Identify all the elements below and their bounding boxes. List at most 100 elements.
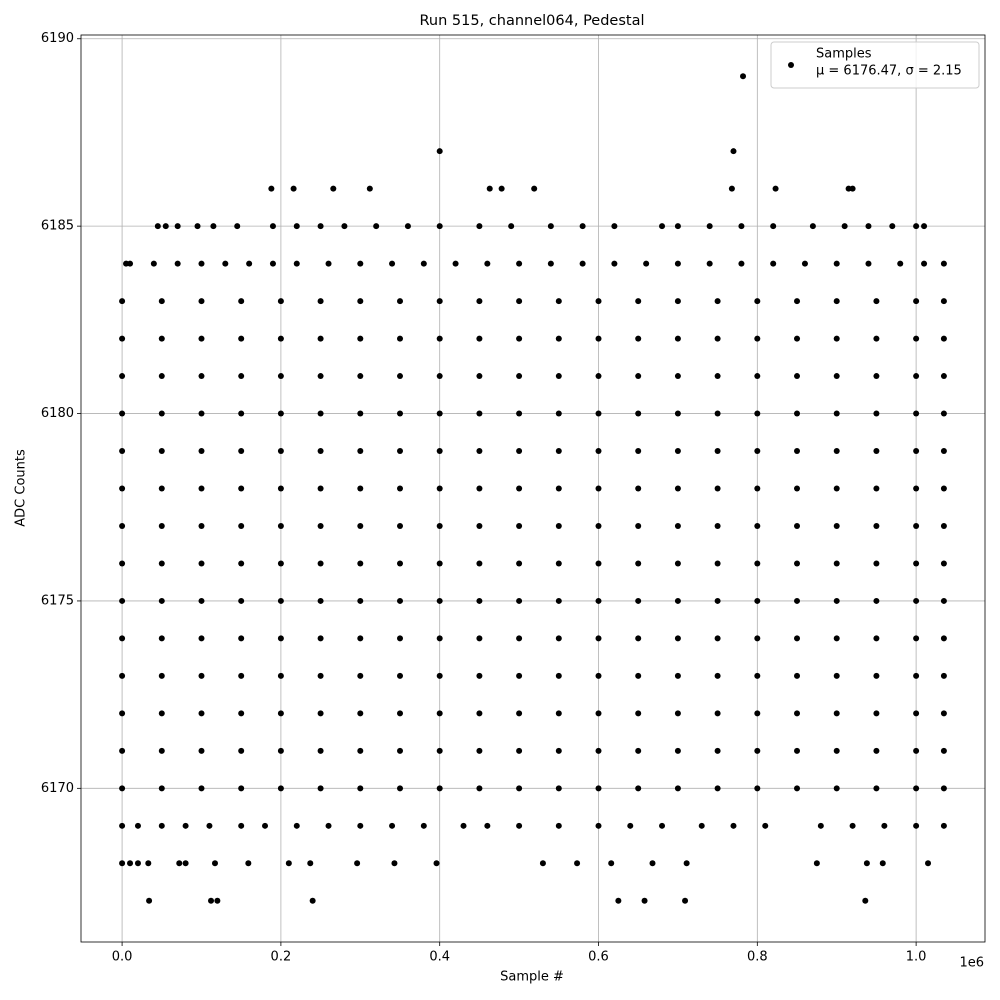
point (595, 485, 602, 492)
point (198, 410, 205, 417)
point (277, 672, 284, 679)
point (317, 485, 324, 492)
point (516, 373, 523, 380)
point (516, 485, 523, 492)
point (833, 335, 840, 342)
point (635, 560, 642, 567)
point (277, 560, 284, 567)
point (198, 597, 205, 604)
point (277, 485, 284, 492)
point (809, 223, 816, 230)
point (754, 747, 761, 754)
legend-label: Samples (816, 47, 872, 62)
point (754, 298, 761, 305)
plot-frame (80, 34, 986, 943)
point (730, 822, 737, 829)
point (714, 335, 721, 342)
point (940, 822, 947, 829)
point (330, 185, 337, 192)
point (262, 822, 269, 829)
point (182, 860, 189, 867)
point (574, 860, 581, 867)
point (516, 335, 523, 342)
chart-title: Run 515, channel064, Pedestal (419, 13, 644, 29)
point (913, 522, 920, 529)
point (498, 185, 505, 192)
point (317, 710, 324, 717)
point (198, 672, 205, 679)
point (913, 485, 920, 492)
point (940, 747, 947, 754)
point (754, 410, 761, 417)
point (674, 223, 681, 230)
point (873, 373, 880, 380)
point (674, 672, 681, 679)
point (397, 785, 404, 792)
point (897, 260, 904, 267)
point (754, 635, 761, 642)
point (158, 635, 165, 642)
point (674, 747, 681, 754)
point (595, 635, 602, 642)
point (547, 223, 554, 230)
point (357, 522, 364, 529)
point (879, 860, 886, 867)
point (555, 448, 562, 455)
point (119, 410, 126, 417)
point (873, 747, 880, 754)
point (698, 822, 705, 829)
point (940, 785, 947, 792)
point (198, 560, 205, 567)
point (119, 785, 126, 792)
point (277, 298, 284, 305)
point (674, 335, 681, 342)
point (714, 710, 721, 717)
point (309, 897, 316, 904)
point (317, 373, 324, 380)
point (119, 298, 126, 305)
point (595, 672, 602, 679)
point (436, 485, 443, 492)
point (635, 747, 642, 754)
point (714, 560, 721, 567)
point (476, 672, 483, 679)
point (714, 672, 721, 679)
point (516, 710, 523, 717)
point (174, 260, 181, 267)
point (940, 448, 947, 455)
point (643, 260, 650, 267)
point (849, 185, 856, 192)
point (754, 448, 761, 455)
point (476, 597, 483, 604)
point (555, 822, 562, 829)
point (794, 298, 801, 305)
point (436, 448, 443, 455)
point (873, 410, 880, 417)
point (389, 822, 396, 829)
point (357, 597, 364, 604)
point (579, 223, 586, 230)
point (508, 223, 515, 230)
point (516, 560, 523, 567)
point (476, 335, 483, 342)
point (714, 448, 721, 455)
point (119, 710, 126, 717)
point (238, 597, 245, 604)
point (714, 522, 721, 529)
point (674, 410, 681, 417)
point (770, 223, 777, 230)
point (555, 672, 562, 679)
point (357, 260, 364, 267)
point (238, 747, 245, 754)
point (238, 710, 245, 717)
point (476, 560, 483, 567)
point (198, 747, 205, 754)
point (873, 635, 880, 642)
point (158, 560, 165, 567)
legend-box (770, 41, 980, 89)
point (579, 260, 586, 267)
point (516, 672, 523, 679)
point (516, 522, 523, 529)
point (730, 148, 737, 155)
